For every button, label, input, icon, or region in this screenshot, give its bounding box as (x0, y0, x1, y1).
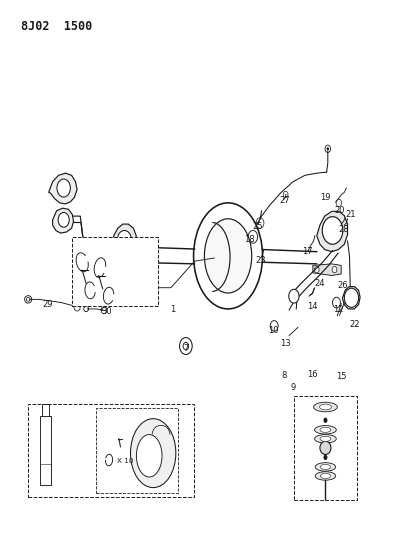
Text: 8J02  1500: 8J02 1500 (21, 20, 93, 33)
Circle shape (344, 288, 358, 308)
Text: 6: 6 (54, 480, 59, 489)
Circle shape (314, 266, 319, 273)
Text: 17: 17 (302, 247, 312, 256)
Ellipse shape (320, 404, 331, 410)
Text: 1: 1 (170, 305, 175, 314)
Text: 21: 21 (345, 210, 356, 219)
Polygon shape (49, 173, 77, 204)
Text: 4: 4 (109, 459, 114, 469)
Ellipse shape (315, 463, 336, 471)
Bar (96, 408, 178, 493)
Ellipse shape (320, 427, 331, 432)
Text: 2: 2 (99, 304, 104, 313)
Polygon shape (313, 264, 341, 276)
Bar (71, 237, 158, 306)
Text: 11: 11 (328, 481, 339, 490)
Polygon shape (112, 224, 136, 257)
Text: 3: 3 (162, 466, 168, 475)
Text: 12: 12 (333, 305, 344, 314)
Text: 24: 24 (315, 279, 325, 288)
Ellipse shape (320, 464, 331, 470)
Ellipse shape (320, 473, 331, 479)
Ellipse shape (320, 441, 331, 455)
Circle shape (57, 179, 70, 197)
Circle shape (289, 289, 299, 303)
Bar (40, 416, 51, 485)
Text: 23: 23 (256, 256, 266, 265)
Text: 19: 19 (320, 193, 331, 202)
Polygon shape (317, 212, 347, 252)
Text: 8: 8 (282, 370, 287, 379)
Text: 29: 29 (42, 300, 53, 309)
Text: 16: 16 (308, 370, 318, 379)
Polygon shape (53, 208, 73, 233)
Ellipse shape (204, 219, 252, 293)
Text: 7: 7 (183, 344, 189, 353)
Ellipse shape (137, 434, 162, 477)
Text: X 10: X 10 (117, 457, 134, 464)
Ellipse shape (315, 472, 336, 480)
Text: 28: 28 (338, 225, 349, 234)
Polygon shape (342, 287, 360, 309)
Ellipse shape (320, 437, 331, 441)
Text: 10: 10 (268, 326, 279, 335)
Circle shape (324, 418, 328, 423)
Text: 13: 13 (280, 339, 291, 348)
Text: 9: 9 (291, 383, 296, 392)
Text: 5: 5 (119, 443, 124, 453)
Text: 27: 27 (279, 196, 290, 205)
Text: 14: 14 (307, 302, 317, 311)
Circle shape (324, 455, 328, 460)
Circle shape (117, 230, 131, 249)
Circle shape (332, 266, 337, 273)
Text: 22: 22 (349, 320, 359, 329)
Text: 26: 26 (337, 280, 348, 289)
Text: 20: 20 (334, 206, 345, 215)
Text: 18: 18 (245, 236, 255, 245)
Ellipse shape (131, 419, 176, 488)
Text: 15: 15 (336, 372, 347, 381)
Bar (28, 405, 194, 497)
Bar (294, 397, 357, 500)
Ellipse shape (314, 425, 336, 434)
Text: 25: 25 (252, 222, 263, 231)
Circle shape (322, 216, 343, 244)
Text: 30: 30 (102, 307, 112, 316)
Ellipse shape (314, 434, 336, 443)
Circle shape (58, 213, 69, 227)
Circle shape (327, 147, 329, 150)
Ellipse shape (314, 402, 337, 412)
